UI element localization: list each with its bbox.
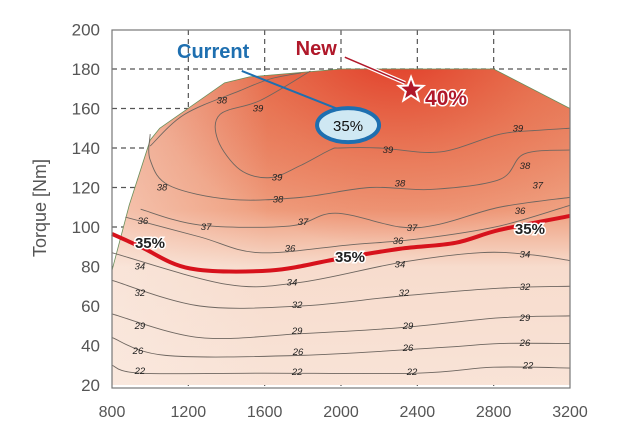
x-tick-label: 3200 [552, 404, 588, 421]
new-value: 40% [425, 87, 467, 110]
plot-frame [111, 29, 571, 389]
contour-label: 26 [292, 347, 304, 358]
x-tick-label: 800 [99, 404, 126, 421]
contour-label: 38 [157, 183, 168, 194]
y-tick-label: 80 [81, 258, 100, 277]
contour-label: 34 [395, 260, 406, 271]
contour-label: 36 [515, 206, 526, 217]
contour-label: 26 [132, 346, 144, 357]
x-tick-label: 1200 [171, 404, 207, 421]
current-label: Current [177, 41, 250, 63]
contour-label: 29 [134, 321, 146, 332]
contour-label: 22 [291, 367, 303, 378]
contour-label: 37 [201, 222, 212, 233]
contour-line-32 [111, 279, 571, 309]
current-value: 35% [333, 118, 363, 135]
contour-label: 39 [272, 173, 283, 184]
contour-label: 22 [522, 360, 534, 371]
contour-label: 29 [402, 321, 414, 332]
y-tick-label: 120 [72, 179, 100, 198]
contour-label: 34 [520, 250, 531, 261]
contour-label: 34 [287, 277, 298, 288]
contour-label: 37 [298, 217, 309, 228]
y-tick-label: 60 [81, 297, 100, 316]
contour-label: 36 [393, 236, 404, 247]
contour-line-35 [111, 213, 571, 274]
contour-label: 36 [138, 216, 149, 227]
contour-line-37 [140, 196, 571, 229]
x-tick-label: 2400 [400, 404, 436, 421]
contour-label: 22 [406, 367, 418, 378]
contour-label-35: 35% [515, 221, 545, 238]
y-tick-label: 200 [72, 21, 100, 40]
contour-line-26 [111, 337, 571, 358]
y-tick-label: 160 [72, 100, 100, 119]
contour-label: 38 [395, 179, 406, 190]
contour-line-38 [148, 134, 571, 201]
contour-line-36 [125, 204, 571, 254]
contour-line-29 [111, 313, 571, 340]
x-tick-label: 2000 [323, 404, 359, 421]
contour-label: 32 [399, 288, 410, 299]
contour-line-22 [111, 364, 571, 375]
current-marker [315, 106, 382, 145]
contour-line-38 [149, 72, 302, 147]
contour-line-34 [111, 251, 571, 288]
contour-label: 39 [253, 104, 264, 115]
contour-label: 29 [291, 326, 303, 337]
contour-label: 29 [519, 313, 531, 324]
contour-line-39 [214, 70, 571, 179]
y-tick-label: 180 [72, 60, 100, 79]
new-label: New [296, 38, 338, 60]
y-axis-label: Torque [Nm] [30, 159, 50, 257]
contour-label: 39 [513, 123, 524, 134]
contour-label-35: 35% [335, 249, 365, 266]
contour-label: 32 [520, 282, 531, 293]
contour-label: 37 [407, 223, 418, 234]
contour-label: 38 [520, 161, 531, 172]
x-tick-label: 2800 [476, 404, 512, 421]
x-tick-label: 1600 [247, 404, 283, 421]
new-leader-line [344, 56, 406, 84]
contour-label: 39 [383, 145, 394, 156]
y-tick-label: 40 [81, 337, 100, 356]
contour-label: 36 [285, 244, 296, 255]
max-torque-envelope [111, 68, 571, 271]
contour-label: 38 [273, 194, 284, 205]
contour-label: 38 [217, 96, 228, 107]
contour-label: 26 [402, 343, 414, 354]
y-tick-label: 100 [72, 218, 100, 237]
star-icon [395, 74, 427, 103]
contour-label: 26 [519, 338, 531, 349]
current-leader-line [241, 70, 344, 113]
contour-label: 32 [292, 300, 303, 311]
contour-label-35: 35% [135, 235, 165, 252]
y-tick-label: 140 [72, 139, 100, 158]
contour-label: 37 [532, 181, 543, 192]
y-tick-label: 20 [81, 376, 100, 395]
contour-label: 32 [135, 288, 146, 299]
contour-label: 34 [135, 262, 146, 273]
contour-label: 22 [134, 366, 146, 377]
